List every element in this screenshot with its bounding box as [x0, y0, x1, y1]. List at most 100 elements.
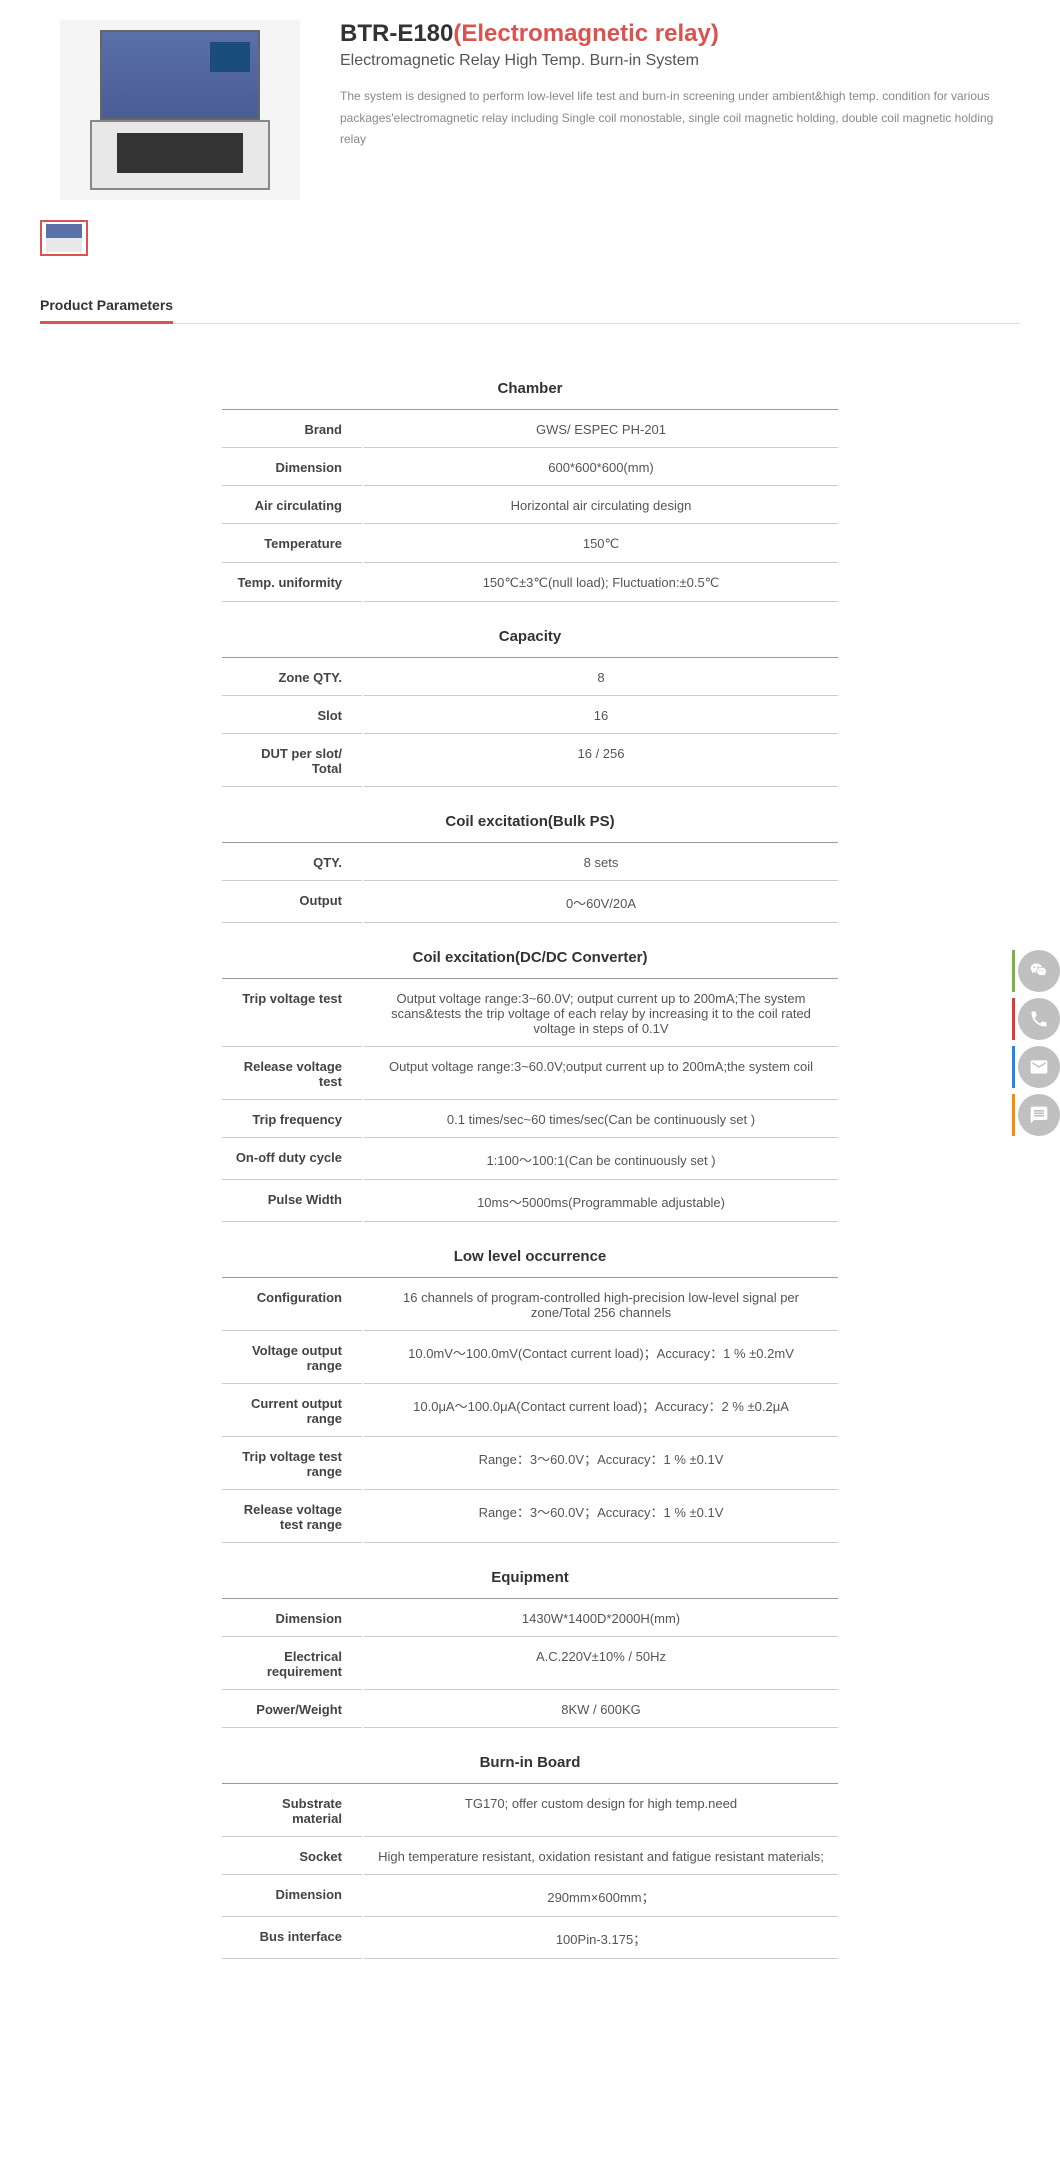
section-title: Equipment — [222, 1545, 838, 1599]
spec-row: Dimension600*600*600(mm) — [222, 450, 838, 486]
spec-value: GWS/ ESPEC PH-201 — [364, 412, 838, 448]
spec-row: Release voltage testOutput voltage range… — [222, 1049, 838, 1100]
section-title: Burn-in Board — [222, 1730, 838, 1784]
spec-row: Zone QTY.8 — [222, 660, 838, 696]
spec-row: Pulse Width10ms～5000ms(Programmable adju… — [222, 1182, 838, 1222]
product-main-image[interactable] — [60, 20, 300, 200]
spec-label: Trip voltage test — [222, 981, 362, 1047]
spec-value: 1430W*1400D*2000H(mm) — [364, 1601, 838, 1637]
tab-product-parameters[interactable]: Product Parameters — [40, 297, 173, 324]
spec-value: 16 — [364, 698, 838, 734]
spec-row: Trip voltage test rangeRange：3～60.0V；Acc… — [222, 1439, 838, 1490]
spec-value: 10.0μA～100.0μA(Contact current load)；Acc… — [364, 1386, 838, 1437]
spec-label: QTY. — [222, 845, 362, 881]
spec-row: Release voltage test rangeRange：3～60.0V；… — [222, 1492, 838, 1543]
section-title: Coil excitation(Bulk PS) — [222, 789, 838, 843]
spec-label: Power/Weight — [222, 1692, 362, 1728]
spec-value: High temperature resistant, oxidation re… — [364, 1839, 838, 1875]
spec-label: Air circulating — [222, 488, 362, 524]
spec-value: 600*600*600(mm) — [364, 450, 838, 486]
spec-row: Voltage output range10.0mV～100.0mV(Conta… — [222, 1333, 838, 1384]
spec-label: Slot — [222, 698, 362, 734]
spec-value: Output voltage range:3~60.0V;output curr… — [364, 1049, 838, 1100]
product-info: BTR-E180(Electromagnetic relay) Electrom… — [340, 20, 1020, 257]
section-header-burnin: Burn-in Board — [222, 1730, 838, 1784]
spec-value: 100Pin-3.175； — [364, 1919, 838, 1959]
thumbnail-1[interactable] — [40, 220, 88, 256]
spec-row: QTY.8 sets — [222, 845, 838, 881]
spec-value: 8 — [364, 660, 838, 696]
spec-value: 290mm×600mm； — [364, 1877, 838, 1917]
spec-row: Bus interface100Pin-3.175； — [222, 1919, 838, 1959]
spec-row: Trip voltage testOutput voltage range:3~… — [222, 981, 838, 1047]
spec-label: On-off duty cycle — [222, 1140, 362, 1180]
spec-row: Dimension1430W*1400D*2000H(mm) — [222, 1601, 838, 1637]
spec-label: Current output range — [222, 1386, 362, 1437]
spec-label: Output — [222, 883, 362, 923]
spec-value: 16 / 256 — [364, 736, 838, 787]
spec-value: 8 sets — [364, 845, 838, 881]
spec-row: Dimension290mm×600mm； — [222, 1877, 838, 1917]
spec-row: Slot16 — [222, 698, 838, 734]
phone-icon[interactable] — [1018, 998, 1060, 1040]
spec-label: Brand — [222, 412, 362, 448]
spec-row: DUT per slot/ Total16 / 256 — [222, 736, 838, 787]
spec-value: Range：3～60.0V；Accuracy：1 % ±0.1V — [364, 1439, 838, 1490]
spec-label: DUT per slot/ Total — [222, 736, 362, 787]
spec-label: Socket — [222, 1839, 362, 1875]
spec-value: Horizontal air circulating design — [364, 488, 838, 524]
section-title: Chamber — [222, 356, 838, 410]
tab-section: Product Parameters — [40, 297, 1020, 324]
spec-row: Configuration16 channels of program-cont… — [222, 1280, 838, 1331]
section-header-chamber: Chamber — [222, 356, 838, 410]
spec-row: SocketHigh temperature resistant, oxidat… — [222, 1839, 838, 1875]
spec-value: 10.0mV～100.0mV(Contact current load)；Acc… — [364, 1333, 838, 1384]
spec-value: TG170; offer custom design for high temp… — [364, 1786, 838, 1837]
spec-label: Voltage output range — [222, 1333, 362, 1384]
email-icon[interactable] — [1018, 1046, 1060, 1088]
spec-label: Temp. uniformity — [222, 565, 362, 602]
spec-row: Temp. uniformity150℃±3℃(null load); Fluc… — [222, 565, 838, 602]
spec-value: 0～60V/20A — [364, 883, 838, 923]
spec-row: Temperature150℃ — [222, 526, 838, 563]
spec-value: 16 channels of program-controlled high-p… — [364, 1280, 838, 1331]
thumbnail-row — [40, 220, 300, 257]
product-subtitle: Electromagnetic Relay High Temp. Burn-in… — [340, 52, 1020, 70]
product-header: BTR-E180(Electromagnetic relay) Electrom… — [40, 20, 1020, 257]
spec-table: ChamberBrandGWS/ ESPEC PH-201Dimension60… — [220, 354, 840, 1961]
spec-label: Trip voltage test range — [222, 1439, 362, 1490]
spec-label: Substrate material — [222, 1786, 362, 1837]
spec-value: 150℃±3℃(null load); Fluctuation:±0.5℃ — [364, 565, 838, 602]
spec-label: Pulse Width — [222, 1182, 362, 1222]
spec-label: Release voltage test — [222, 1049, 362, 1100]
product-title: BTR-E180(Electromagnetic relay) — [340, 20, 1020, 48]
wechat-icon[interactable] — [1018, 950, 1060, 992]
spec-value: 150℃ — [364, 526, 838, 563]
title-sub: (Electromagnetic relay) — [453, 20, 718, 47]
section-title: Low level occurrence — [222, 1224, 838, 1278]
section-header-capacity: Capacity — [222, 604, 838, 658]
spec-value: 0.1 times/sec~60 times/sec(Can be contin… — [364, 1102, 838, 1138]
spec-label: Temperature — [222, 526, 362, 563]
spec-row: Air circulatingHorizontal air circulatin… — [222, 488, 838, 524]
section-header-equipment: Equipment — [222, 1545, 838, 1599]
product-image-area — [40, 20, 300, 257]
spec-label: Dimension — [222, 450, 362, 486]
spec-value: Output voltage range:3~60.0V; output cur… — [364, 981, 838, 1047]
section-title: Capacity — [222, 604, 838, 658]
title-main: BTR-E180 — [340, 20, 453, 47]
spec-row: BrandGWS/ ESPEC PH-201 — [222, 412, 838, 448]
message-icon[interactable] — [1018, 1094, 1060, 1136]
spec-value: 1:100～100:1(Can be continuously set ) — [364, 1140, 838, 1180]
product-description: The system is designed to perform low-le… — [340, 86, 1020, 151]
spec-label: Bus interface — [222, 1919, 362, 1959]
spec-value: A.C.220V±10% / 50Hz — [364, 1639, 838, 1690]
spec-label: Electrical requirement — [222, 1639, 362, 1690]
section-header-coil_dcdc: Coil excitation(DC/DC Converter) — [222, 925, 838, 979]
spec-value: Range：3～60.0V；Accuracy：1 % ±0.1V — [364, 1492, 838, 1543]
spec-label: Trip frequency — [222, 1102, 362, 1138]
spec-row: Current output range10.0μA～100.0μA(Conta… — [222, 1386, 838, 1437]
section-header-coil_bulk: Coil excitation(Bulk PS) — [222, 789, 838, 843]
section-title: Coil excitation(DC/DC Converter) — [222, 925, 838, 979]
spec-row: Trip frequency0.1 times/sec~60 times/sec… — [222, 1102, 838, 1138]
